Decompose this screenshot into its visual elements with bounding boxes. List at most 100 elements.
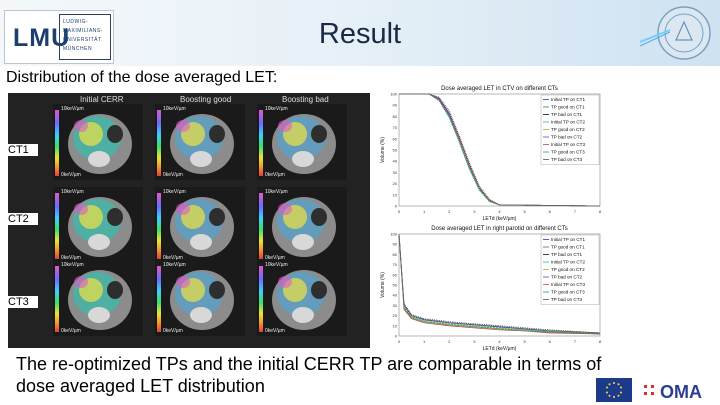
x-tick-label: 8: [599, 339, 602, 344]
logo-emblem-box: [59, 14, 111, 60]
ct-head-slice-image: [170, 114, 234, 174]
legend-entry: TP bad on CT2: [551, 135, 583, 140]
series-line: [398, 233, 601, 334]
chart-panel-parotid: Dose averaged LET in right parotid on di…: [375, 222, 615, 354]
colorbar-max-label: 10keV/µm: [265, 262, 288, 268]
y-tick-label: 60: [393, 272, 398, 277]
legend-entry: TP bad on CT2: [551, 275, 583, 280]
row-label-ct3: CT3: [8, 296, 38, 308]
legend-entry: Initial TP on CT1: [551, 237, 585, 242]
colorbar-max-label: 10keV/µm: [61, 189, 84, 195]
colorbar-max-label: 10keV/µm: [163, 189, 186, 195]
series-line: [398, 233, 601, 334]
logo-line-4: MÜNCHEN: [63, 46, 93, 52]
let-map-cell: 10keV/µm 0keV/µm: [53, 104, 143, 180]
legend-entry: TP good on CT2: [551, 267, 585, 272]
let-map-cell: 10keV/µm 0keV/µm: [257, 187, 347, 263]
row-label-ct1: CT1: [8, 144, 38, 156]
chart-title: Dose averaged LET in CTV on different CT…: [441, 86, 558, 92]
legend-entry: TP good on CT2: [551, 127, 585, 132]
series-line: [399, 93, 601, 207]
series-line: [399, 93, 601, 207]
ct-head-slice-image: [68, 270, 132, 330]
legend-entry: TP bad on CT1: [551, 252, 583, 257]
university-seal-icon: [640, 6, 711, 60]
series-line: [398, 233, 601, 334]
conclusion-line-1: The re-optimized TPs and the initial CER…: [16, 354, 602, 374]
colorbar-min-label: 0keV/µm: [265, 328, 285, 334]
colorbar: [55, 193, 59, 259]
colorbar-min-label: 0keV/µm: [265, 172, 285, 178]
y-tick-label: 90: [393, 103, 398, 108]
colorbar-max-label: 10keV/µm: [61, 262, 84, 268]
x-tick-label: 4: [498, 209, 501, 214]
y-tick-label: 90: [393, 242, 398, 247]
legend-entry: Initial TP on CT2: [551, 120, 585, 125]
colorbar: [55, 110, 59, 176]
x-tick-label: 3: [473, 339, 476, 344]
x-tick-label: 6: [549, 339, 552, 344]
colorbar: [259, 193, 263, 259]
let-map-cell: 10keV/µm 0keV/µm: [155, 104, 245, 180]
let-map-cell: 10keV/µm 0keV/µm: [257, 104, 347, 180]
y-tick-label: 30: [393, 303, 398, 308]
column-header-boosting-bad: Boosting bad: [282, 95, 329, 104]
subtitle: Distribution of the dose averaged LET:: [6, 69, 278, 86]
ctv-let-chart: Dose averaged LET in CTV on different CT…: [380, 86, 602, 222]
colorbar-max-label: 10keV/µm: [265, 189, 288, 195]
y-tick-label: 20: [393, 181, 398, 186]
y-tick-label: 40: [393, 159, 398, 164]
conclusion-text: The re-optimized TPs and the initial CER…: [16, 353, 676, 397]
x-tick-label: 0: [398, 339, 401, 344]
oma-logo-icon: OMA: [640, 376, 714, 404]
x-tick-label: 4: [498, 339, 501, 344]
ct-head-slice-image: [272, 114, 336, 174]
colorbar-min-label: 0keV/µm: [61, 172, 81, 178]
legend-entry: TP good on CT1: [551, 105, 585, 110]
x-axis-label: LETd (keV/µm): [483, 216, 517, 222]
y-axis-label: Volume (%): [380, 272, 386, 298]
colorbar-min-label: 0keV/µm: [61, 255, 81, 261]
colorbar: [157, 266, 161, 332]
logo-line-1: LUDWIG-: [63, 19, 89, 25]
x-tick-label: 1: [423, 339, 426, 344]
y-tick-label: 80: [393, 252, 398, 257]
series-line: [398, 233, 601, 335]
legend-entry: Initial TP on CT3: [551, 142, 585, 147]
let-map-cell: 10keV/µm 0keV/µm: [257, 260, 347, 336]
series-line: [398, 233, 601, 335]
x-tick-label: 2: [448, 209, 451, 214]
legend-entry: TP bad on CT1: [551, 112, 583, 117]
let-map-cell: 10keV/µm 0keV/µm: [155, 187, 245, 263]
colorbar-min-label: 0keV/µm: [163, 172, 183, 178]
eu-flag-icon: [596, 378, 632, 402]
legend-entry: Initial TP on CT1: [551, 97, 585, 102]
logo-line-2: MAXIMILIANS-: [63, 28, 103, 34]
y-tick-label: 20: [393, 313, 398, 318]
column-header-initial-cerr: Initial CERR: [80, 95, 124, 104]
x-tick-label: 8: [599, 209, 602, 214]
y-tick-label: 40: [393, 293, 398, 298]
y-tick-label: 30: [393, 170, 398, 175]
legend-box: [540, 94, 600, 165]
y-tick-label: 10: [393, 192, 398, 197]
colorbar: [259, 110, 263, 176]
y-tick-label: 100: [390, 92, 397, 97]
ct-head-slice-image: [170, 270, 234, 330]
x-axis-label: LETd (keV/µm): [483, 346, 517, 352]
colorbar: [157, 110, 161, 176]
slide-title: Result: [318, 18, 402, 50]
colorbar-max-label: 10keV/µm: [265, 106, 288, 112]
x-tick-label: 2: [448, 339, 451, 344]
x-tick-label: 5: [524, 209, 527, 214]
x-tick-label: 7: [574, 339, 577, 344]
y-tick-label: 50: [393, 148, 398, 153]
legend-entry: TP good on CT1: [551, 245, 585, 250]
legend-entry: TP good on CT3: [551, 150, 585, 155]
ct-head-slice-image: [170, 197, 234, 257]
x-tick-label: 1: [423, 209, 426, 214]
y-tick-label: 10: [393, 323, 398, 328]
colorbar: [157, 193, 161, 259]
colorbar-min-label: 0keV/µm: [163, 328, 183, 334]
legend-entry: Initial TP on CT2: [551, 260, 585, 265]
